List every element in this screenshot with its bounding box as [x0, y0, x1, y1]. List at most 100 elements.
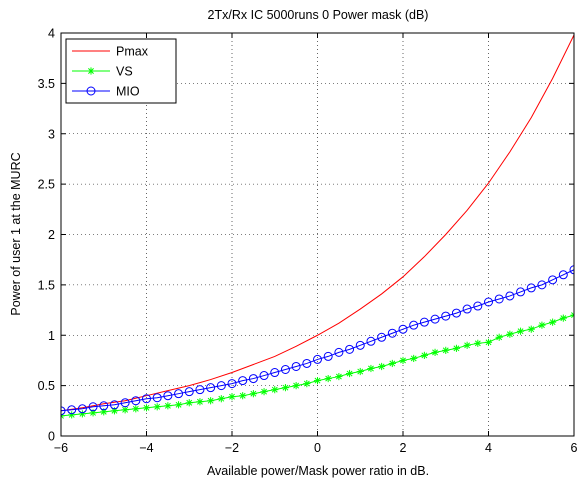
circle-marker [227, 379, 237, 389]
star-marker [378, 362, 386, 371]
star-marker [506, 330, 514, 338]
star-marker [324, 374, 332, 383]
circle-marker [558, 270, 568, 280]
circle-marker [67, 405, 77, 415]
circle-marker [355, 340, 365, 350]
circle-marker [206, 383, 216, 393]
star-marker [153, 403, 161, 411]
series-line-mio [61, 269, 574, 412]
circle-marker [142, 394, 151, 404]
x-tick-label: 2 [400, 441, 407, 455]
star-marker [174, 401, 183, 409]
circle-marker [377, 332, 387, 342]
legend-label-mio: MIO [116, 85, 140, 99]
star-marker [399, 356, 407, 365]
star-marker [345, 369, 354, 378]
star-marker [110, 407, 119, 415]
circle-marker [131, 396, 141, 406]
circle-marker [516, 287, 526, 297]
x-axis-label: Available power/Mask power ratio in dB. [207, 464, 429, 478]
legend-item-pmax: Pmax [72, 45, 149, 59]
star-marker [303, 380, 311, 388]
legend-label-pmax: Pmax [116, 45, 149, 59]
circle-marker [238, 376, 248, 386]
x-tick-label: −6 [54, 441, 68, 455]
circle-marker [259, 371, 269, 381]
x-tick-label: 0 [314, 441, 321, 455]
circle-marker [216, 381, 226, 391]
y-tick-label: 3 [48, 127, 55, 141]
circle-marker [569, 265, 574, 275]
star-marker [132, 405, 140, 413]
star-marker [516, 327, 525, 335]
y-tick-label: 2 [48, 228, 55, 242]
star-marker [335, 372, 343, 381]
circle-marker [280, 365, 290, 375]
circle-marker [109, 400, 119, 410]
star-marker [164, 402, 172, 410]
circle-marker [99, 401, 109, 411]
circle-marker [345, 344, 355, 354]
circle-marker [248, 374, 258, 384]
circle-marker [451, 308, 461, 318]
circle-marker [387, 328, 397, 338]
circle-marker [86, 86, 96, 96]
y-tick-label: 3.5 [38, 77, 55, 91]
star-marker [431, 348, 439, 356]
star-marker [356, 367, 364, 376]
star-marker [217, 395, 225, 403]
axis-ticks: −6 −4 −2 0 2 4 6 0 0.5 1 1.5 2 2.5 3 3.5 4 [38, 27, 577, 456]
circle-marker [302, 358, 312, 368]
y-tick-label: 4 [48, 27, 55, 41]
y-tick-label: 2.5 [38, 178, 55, 192]
star-marker [549, 318, 557, 326]
circle-marker [505, 291, 515, 301]
star-marker [142, 404, 151, 412]
circle-marker [484, 297, 493, 307]
series-layer [61, 34, 574, 420]
circle-marker [152, 393, 162, 403]
x-tick-label: −2 [225, 441, 239, 455]
circle-marker [409, 320, 419, 330]
star-marker [185, 399, 193, 407]
star-marker [495, 333, 503, 341]
series-line-pmax [61, 34, 574, 412]
circle-marker [366, 336, 376, 346]
circle-marker [334, 347, 344, 357]
circle-marker [174, 389, 184, 399]
circle-marker [441, 311, 451, 321]
y-tick-label: 0.5 [38, 379, 55, 393]
circle-marker [398, 324, 408, 334]
star-marker [559, 314, 567, 322]
star-marker [463, 341, 471, 349]
star-marker [271, 386, 279, 394]
chart-title: 2Tx/Rx IC 5000runs 0 Power mask (dB) [208, 8, 429, 22]
star-marker [410, 354, 418, 363]
star-marker [367, 364, 375, 373]
star-marker [570, 311, 574, 319]
circle-marker [195, 385, 205, 395]
star-marker [87, 67, 95, 75]
circle-marker [120, 398, 130, 408]
legend-item-vs: VS [72, 65, 133, 79]
x-tick-label: 6 [571, 441, 577, 455]
legend: Pmax VS MIO [65, 38, 177, 104]
circle-marker [323, 351, 333, 361]
legend-item-mio: MIO [72, 85, 140, 99]
star-marker [420, 351, 428, 359]
star-marker [313, 376, 322, 385]
circle-marker [313, 354, 322, 364]
star-marker [249, 390, 257, 398]
circle-marker [61, 406, 66, 416]
star-marker [196, 398, 204, 406]
star-marker [121, 406, 129, 414]
star-marker [442, 346, 450, 354]
circle-marker [184, 387, 194, 397]
x-tick-label: −4 [139, 441, 153, 455]
circle-marker [548, 275, 558, 285]
circle-marker [291, 361, 301, 371]
circle-marker [270, 368, 280, 378]
circle-marker [163, 391, 173, 401]
star-marker [527, 325, 535, 333]
